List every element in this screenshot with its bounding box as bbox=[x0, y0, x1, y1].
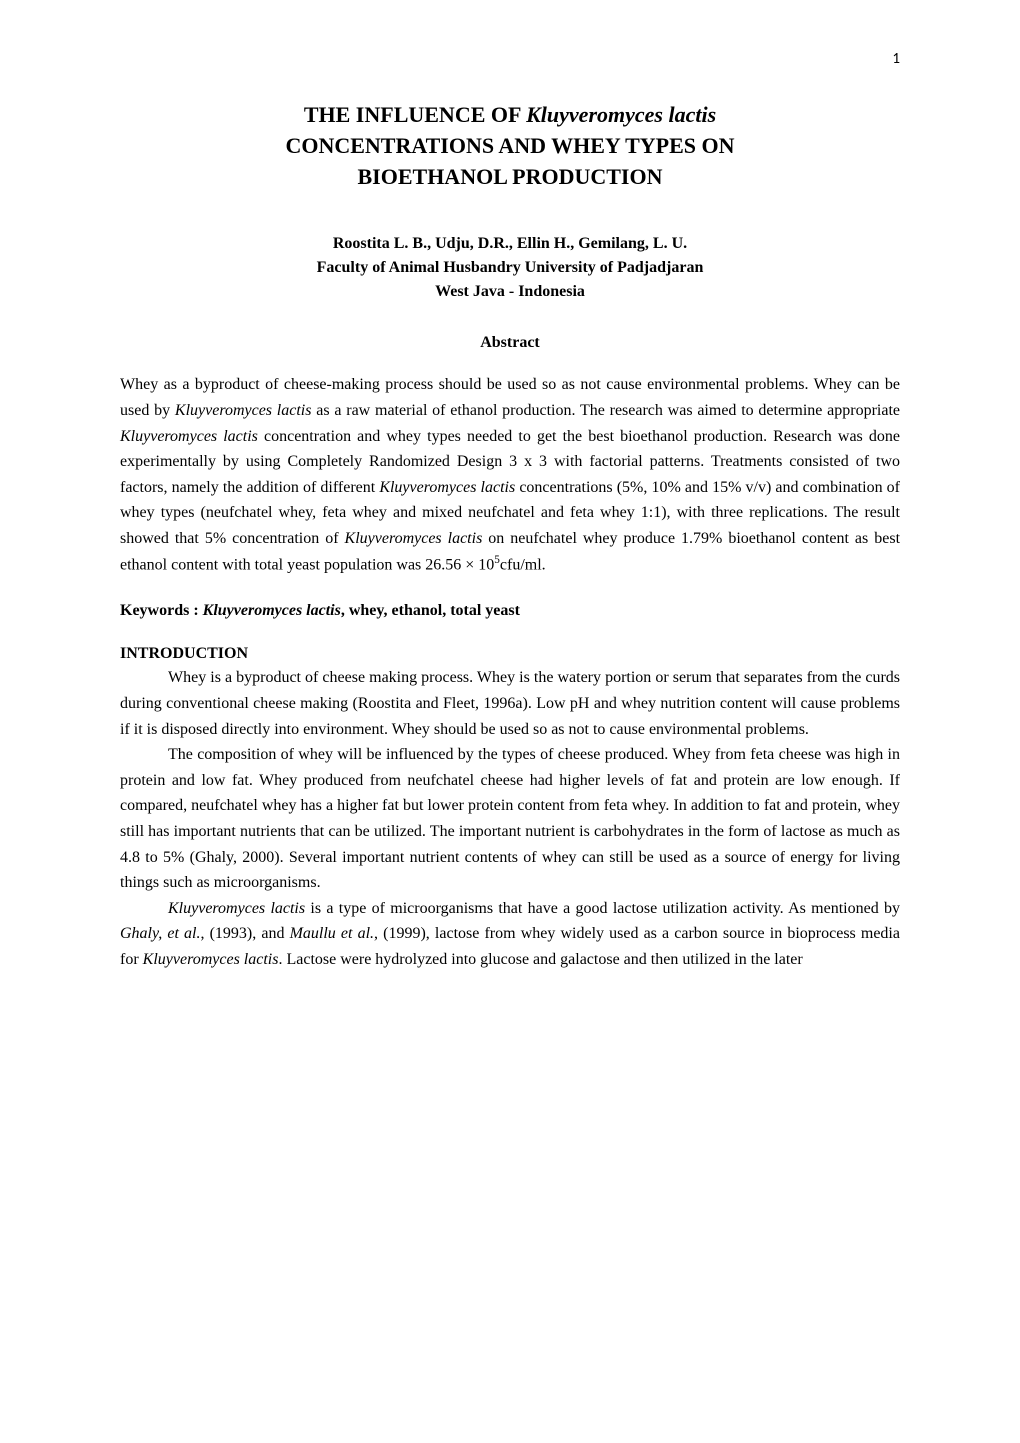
p3-citation-1: Ghaly, et al. bbox=[120, 925, 200, 942]
abstract-species-1: Kluyveromyces lactis bbox=[175, 402, 312, 419]
title-line-2: CONCENTRATIONS AND WHEY TYPES ON bbox=[285, 133, 734, 158]
authors-names: Roostita L. B., Udju, D.R., Ellin H., Ge… bbox=[333, 235, 687, 252]
keywords-line: Keywords : Kluyveromyces lactis, whey, e… bbox=[120, 602, 900, 620]
keywords-species: Kluyveromyces lactis bbox=[203, 602, 341, 619]
intro-paragraph-1: Whey is a byproduct of cheese making pro… bbox=[120, 665, 900, 742]
p3-text-2: , (1993), and bbox=[200, 925, 289, 942]
document-title: THE INFLUENCE OF Kluyveromyces lactis CO… bbox=[120, 100, 900, 192]
p1-text: Whey is a byproduct of cheese making pro… bbox=[120, 669, 900, 737]
abstract-text-6: cfu/ml. bbox=[500, 556, 546, 573]
authors-affiliation: Faculty of Animal Husbandry University o… bbox=[317, 259, 704, 276]
p3-text-1: is a type of microorganisms that have a … bbox=[305, 900, 900, 917]
intro-paragraph-3: Kluyveromyces lactis is a type of microo… bbox=[120, 896, 900, 973]
keywords-label: Keywords : bbox=[120, 602, 203, 619]
abstract-species-3: Kluyveromyces lactis bbox=[379, 479, 515, 496]
abstract-heading: Abstract bbox=[120, 334, 900, 352]
authors-location: West Java - Indonesia bbox=[435, 283, 585, 300]
title-line-1-italic: Kluyveromyces lactis bbox=[526, 102, 716, 127]
p3-species-2: Kluyveromyces lactis bbox=[143, 951, 279, 968]
p3-text-4: . Lactose were hydrolyzed into glucose a… bbox=[278, 951, 802, 968]
abstract-species-2: Kluyveromyces lactis bbox=[120, 428, 258, 445]
title-line-3: BIOETHANOL PRODUCTION bbox=[358, 164, 663, 189]
keywords-rest: , whey, ethanol, total yeast bbox=[341, 602, 520, 619]
p3-citation-2: Maullu et al. bbox=[290, 925, 374, 942]
page-number: 1 bbox=[892, 50, 900, 68]
intro-paragraph-2: The composition of whey will be influenc… bbox=[120, 742, 900, 896]
authors-block: Roostita L. B., Udju, D.R., Ellin H., Ge… bbox=[120, 232, 900, 304]
abstract-body: Whey as a byproduct of cheese-making pro… bbox=[120, 372, 900, 577]
introduction-heading: INTRODUCTION bbox=[120, 645, 900, 663]
abstract-species-4: Kluyveromyces lactis bbox=[345, 530, 483, 547]
abstract-text-2: as a raw material of ethanol production.… bbox=[311, 402, 900, 419]
p3-species-1: Kluyveromyces lactis bbox=[168, 900, 305, 917]
p2-text: The composition of whey will be influenc… bbox=[120, 746, 900, 891]
title-line-1-text: THE INFLUENCE OF bbox=[304, 102, 526, 127]
